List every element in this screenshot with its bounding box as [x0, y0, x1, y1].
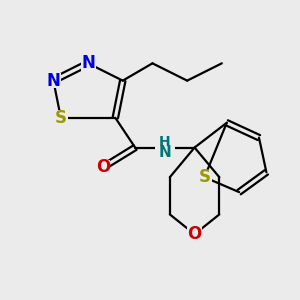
FancyBboxPatch shape — [155, 138, 175, 158]
Text: O: O — [188, 225, 202, 243]
Text: O: O — [96, 158, 110, 176]
FancyBboxPatch shape — [197, 170, 212, 185]
Text: N: N — [158, 145, 171, 160]
FancyBboxPatch shape — [53, 110, 68, 125]
FancyBboxPatch shape — [187, 227, 202, 242]
Text: S: S — [199, 168, 211, 186]
Text: H: H — [159, 135, 171, 148]
FancyBboxPatch shape — [81, 56, 95, 71]
Text: N: N — [81, 54, 95, 72]
Text: S: S — [55, 109, 67, 127]
FancyBboxPatch shape — [95, 160, 110, 175]
FancyBboxPatch shape — [46, 73, 61, 88]
Text: N: N — [46, 72, 60, 90]
